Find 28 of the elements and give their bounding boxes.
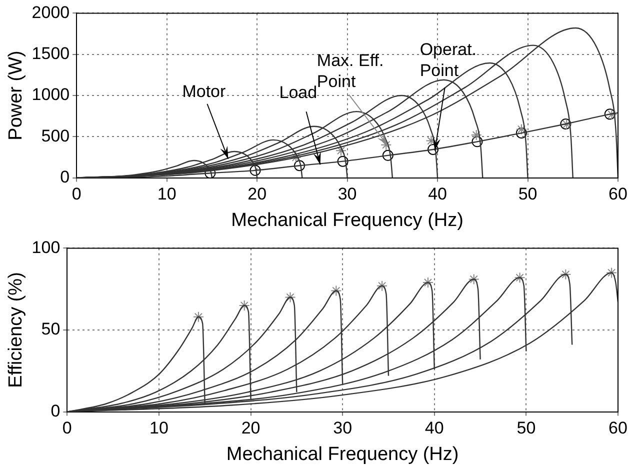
x-tick-label: 50 — [518, 184, 538, 204]
x-axis-title: Mechanical Frequency (Hz) — [231, 210, 464, 231]
y-tick-label: 2000 — [32, 2, 70, 22]
y-tick-label: 0 — [60, 167, 70, 186]
y-tick-label: 100 — [32, 238, 60, 257]
y-tick-label: 1000 — [32, 85, 70, 104]
x-tick-label: 40 — [424, 418, 444, 438]
annotation: Motor — [182, 82, 226, 102]
x-tick-label: 40 — [428, 184, 447, 204]
y-tick-label: 0 — [50, 401, 60, 420]
y-tick-label: 50 — [41, 320, 60, 339]
annotation: Max. Eff. Point — [316, 50, 384, 91]
x-tick-label: 20 — [248, 184, 267, 204]
y-tick-label: 500 — [41, 126, 70, 146]
x-tick-label: 60 — [608, 184, 628, 204]
x-tick-label: 50 — [516, 418, 536, 438]
x-tick-label: 30 — [333, 418, 352, 438]
x-axis-title: Mechanical Frequency (Hz) — [226, 444, 459, 465]
annotation: Operat. Point — [420, 40, 477, 80]
x-tick-label: 10 — [150, 418, 168, 438]
x-tick-label: 30 — [338, 184, 357, 204]
x-tick-label: 10 — [157, 184, 176, 204]
annotation: Load — [279, 82, 318, 102]
x-tick-label: 20 — [241, 418, 260, 438]
y-tick-label: 1500 — [32, 44, 70, 64]
x-tick-label: 60 — [608, 418, 628, 438]
y-axis-title: Power (W) — [6, 50, 27, 140]
y-axis-title: Efficiency (%) — [6, 272, 27, 388]
